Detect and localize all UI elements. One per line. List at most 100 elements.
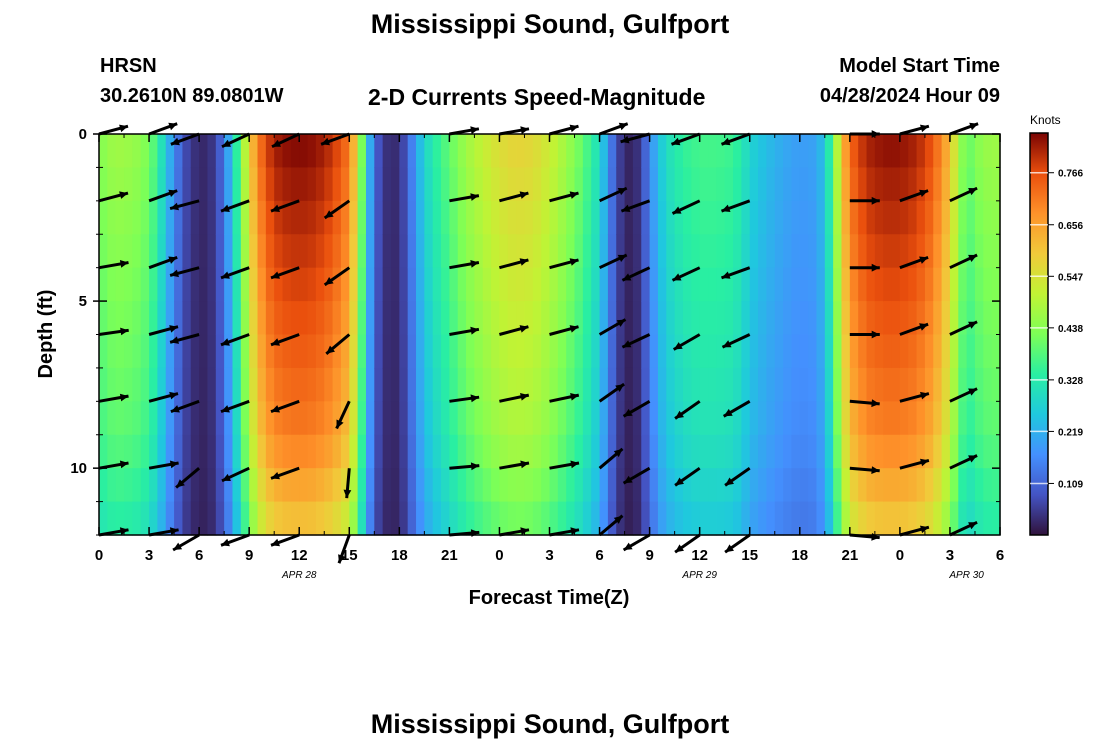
heatmap-cell bbox=[541, 267, 551, 302]
heatmap-cell bbox=[991, 167, 1001, 202]
heatmap-cell bbox=[416, 267, 425, 302]
heatmap-cell bbox=[157, 468, 167, 503]
heatmap-cell bbox=[282, 401, 292, 436]
heatmap-cell bbox=[607, 468, 617, 503]
heatmap-cell bbox=[482, 167, 492, 202]
heatmap-cell bbox=[824, 501, 834, 536]
x-tick-label: 0 bbox=[896, 547, 904, 564]
heatmap-cell bbox=[190, 134, 200, 169]
heatmap-cell bbox=[966, 301, 976, 336]
heatmap-cell bbox=[883, 401, 893, 436]
heatmap-cell bbox=[958, 167, 968, 202]
heatmap-cell bbox=[708, 200, 717, 235]
heatmap-cell bbox=[666, 134, 676, 169]
heatmap-cell bbox=[824, 234, 834, 269]
heatmap-cell bbox=[582, 200, 592, 235]
heatmap-cell bbox=[207, 501, 217, 536]
heatmap-cell bbox=[774, 167, 784, 202]
current-arrow bbox=[722, 400, 751, 418]
heatmap-cell bbox=[974, 301, 984, 336]
heatmap-cell bbox=[441, 234, 450, 269]
heatmap-cell bbox=[816, 134, 826, 169]
heatmap-cell bbox=[507, 501, 517, 536]
heatmap-cell bbox=[841, 301, 851, 336]
current-vectors bbox=[98, 122, 979, 564]
heatmap-cell bbox=[224, 200, 234, 235]
heatmap-cell bbox=[324, 367, 334, 402]
heatmap-cell bbox=[666, 301, 676, 336]
heatmap-cell bbox=[424, 468, 434, 503]
heatmap-cell bbox=[749, 501, 759, 536]
heatmap-cell bbox=[541, 167, 551, 202]
heatmap-cell bbox=[107, 200, 117, 235]
heatmap-cell bbox=[224, 468, 234, 503]
heatmap-cell bbox=[491, 267, 501, 302]
heatmap-cell bbox=[132, 167, 142, 202]
heatmap-cell bbox=[941, 267, 951, 302]
heatmap-cell bbox=[958, 367, 968, 402]
heatmap-cell bbox=[449, 334, 459, 369]
heatmap-cell bbox=[174, 200, 184, 235]
heatmap-cell bbox=[215, 401, 225, 436]
heatmap-cell bbox=[708, 334, 717, 369]
heatmap-cell bbox=[599, 267, 609, 302]
heatmap-cell bbox=[99, 501, 108, 536]
heatmap-cell bbox=[532, 234, 542, 269]
heatmap-cell bbox=[507, 200, 517, 235]
heatmap-cell bbox=[441, 167, 450, 202]
heatmap-cell bbox=[140, 301, 150, 336]
heatmap-cell bbox=[165, 167, 175, 202]
heatmap-cell bbox=[315, 367, 325, 402]
heatmap-cell bbox=[849, 301, 859, 336]
heatmap-cell bbox=[549, 501, 559, 536]
heatmap-cell bbox=[324, 501, 334, 536]
heatmap-cell bbox=[791, 468, 801, 503]
heatmap-cell bbox=[99, 434, 108, 469]
heatmap-cell bbox=[799, 200, 809, 235]
heatmap-cell bbox=[149, 301, 158, 336]
heatmap-cell bbox=[124, 401, 133, 436]
heatmap-cell bbox=[207, 134, 217, 169]
heatmap-cell bbox=[941, 501, 951, 536]
heatmap-cell bbox=[232, 234, 242, 269]
heatmap-cell bbox=[507, 234, 517, 269]
heatmap-cell bbox=[165, 267, 175, 302]
heatmap-cell bbox=[324, 267, 334, 302]
heatmap-cell bbox=[224, 501, 234, 536]
heatmap-cell bbox=[249, 367, 259, 402]
heatmap-cell bbox=[349, 234, 359, 269]
heatmap-cell bbox=[566, 267, 576, 302]
heatmap-cell bbox=[674, 334, 684, 369]
heatmap-cell bbox=[424, 401, 434, 436]
heatmap-cell bbox=[916, 301, 926, 336]
heatmap-cell bbox=[374, 200, 384, 235]
heatmap-cell bbox=[215, 234, 225, 269]
current-arrow bbox=[621, 266, 651, 282]
heatmap-cell bbox=[674, 134, 684, 169]
heatmap-cell bbox=[783, 167, 793, 202]
heatmap-cell bbox=[382, 267, 392, 302]
heatmap-cell bbox=[374, 134, 384, 169]
heatmap-cell bbox=[933, 434, 943, 469]
heatmap-cell bbox=[157, 301, 167, 336]
heatmap-cell bbox=[482, 134, 492, 169]
heatmap-cell bbox=[983, 267, 993, 302]
heatmap-cell bbox=[741, 200, 751, 235]
heatmap-cell bbox=[582, 167, 592, 202]
heatmap-cell bbox=[991, 134, 1001, 169]
heatmap-cell bbox=[758, 267, 767, 302]
heatmap-cell bbox=[799, 401, 809, 436]
heatmap-cell bbox=[607, 334, 617, 369]
heatmap-cell bbox=[891, 200, 901, 235]
heatmap-cell bbox=[574, 234, 584, 269]
heatmap-cell bbox=[557, 401, 567, 436]
heatmap-cell bbox=[641, 301, 651, 336]
heatmap-cell bbox=[816, 367, 826, 402]
heatmap-cell bbox=[574, 434, 584, 469]
heatmap-cell bbox=[332, 234, 342, 269]
heatmap-cell bbox=[933, 234, 943, 269]
heatmap-cell bbox=[365, 234, 375, 269]
chart-title: Mississippi Sound, Gulfport bbox=[370, 9, 730, 39]
heatmap-cell bbox=[741, 501, 751, 536]
